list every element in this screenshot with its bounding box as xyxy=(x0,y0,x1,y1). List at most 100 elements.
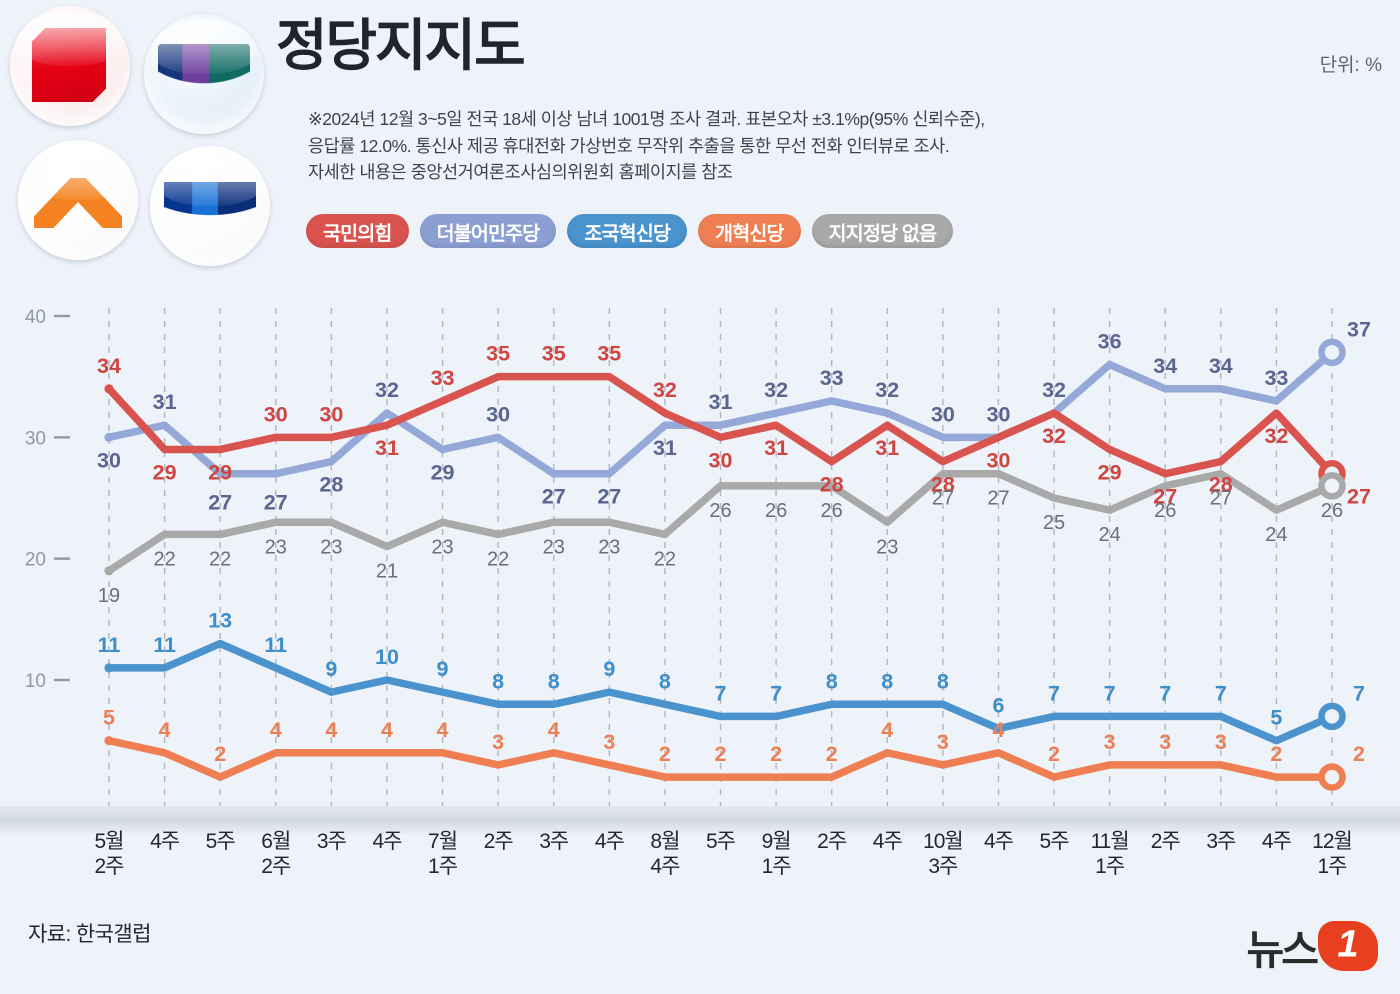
x-axis-tick-top: 5주 xyxy=(706,830,736,853)
chart-legend: 국민의힘 더불어민주당 조국혁신당 개혁신당 지지정당 없음 xyxy=(306,214,954,248)
x-axis-tick-bottom: 4주 xyxy=(650,854,680,878)
page-title: 정당지지도 xyxy=(276,14,526,77)
data-label: 7 xyxy=(770,681,782,705)
legend-chip-1[interactable]: 더불어민주당 xyxy=(419,214,557,248)
data-label: 26 xyxy=(1321,500,1343,522)
data-label: 32 xyxy=(653,378,677,402)
x-axis-tick-top: 4주 xyxy=(983,830,1014,853)
data-label: 23 xyxy=(320,536,342,558)
data-label: 3 xyxy=(603,730,615,754)
data-label: 27 xyxy=(1347,485,1371,509)
party-logos xyxy=(8,6,270,268)
data-label: 34 xyxy=(1153,354,1177,378)
data-label: 4 xyxy=(548,718,560,742)
x-axis-tick-top: 4주 xyxy=(150,830,180,853)
x-axis-labels: 5월 2주 4주 5주 6월 2주 3주 4주 7월 1주 2주 3주 4주 8월 4주 5주 … xyxy=(0,830,1400,910)
data-label: 8 xyxy=(937,669,949,693)
x-axis-tick-bottom: 1주 xyxy=(428,854,458,878)
x-axis-tick-top: 4주 xyxy=(372,830,402,853)
data-label: 30 xyxy=(97,448,121,472)
data-label: 7 xyxy=(1159,681,1171,705)
x-axis-tick-11: 5주 xyxy=(686,830,756,880)
data-label: 27 xyxy=(1210,488,1232,510)
x-axis-tick-9: 4주 xyxy=(574,830,644,880)
data-label: 8 xyxy=(548,669,560,693)
legend-chip-label: 국민의힘 xyxy=(323,222,392,245)
data-label: 19 xyxy=(98,585,120,607)
data-label: 25 xyxy=(1043,512,1065,534)
data-label: 3 xyxy=(1159,730,1171,754)
survey-note: ※2024년 12월 3~5일 전국 18세 이상 남녀 1001명 조사 결과… xyxy=(308,106,1298,186)
legend-chip-0[interactable]: 국민의힘 xyxy=(306,214,409,248)
data-label: 4 xyxy=(381,718,393,742)
x-axis-tick-7: 2주 xyxy=(463,830,533,880)
x-axis-tick-top: 6월 xyxy=(261,830,291,853)
data-label: 27 xyxy=(264,491,288,515)
data-label: 8 xyxy=(826,669,838,693)
data-label: 4 xyxy=(881,718,893,742)
x-axis-tick-top: 12월 xyxy=(1312,830,1353,853)
data-label: 34 xyxy=(1209,354,1233,378)
x-axis-tick-top: 5월 xyxy=(94,830,125,853)
data-label: 28 xyxy=(931,473,955,497)
data-label: 28 xyxy=(820,473,844,497)
data-label: 22 xyxy=(209,548,231,570)
data-label: 27 xyxy=(987,488,1009,510)
source-label: 자료: 한국갤럽 xyxy=(28,923,151,946)
data-label: 7 xyxy=(1215,681,1227,705)
data-label: 23 xyxy=(265,536,287,558)
series-start-dot-1 xyxy=(104,432,114,442)
data-label: 4 xyxy=(270,718,282,742)
data-label: 5 xyxy=(103,706,115,730)
series-end-marker-4 xyxy=(1318,472,1346,500)
data-label: 29 xyxy=(208,460,232,484)
y-axis-tick: 30 xyxy=(25,428,46,449)
data-label: 2 xyxy=(1353,742,1365,766)
data-label: 33 xyxy=(820,366,844,390)
data-label: 32 xyxy=(1042,378,1066,402)
data-label: 4 xyxy=(437,718,449,742)
data-label: 2 xyxy=(659,742,671,766)
series-start-dot-3 xyxy=(104,736,114,746)
data-label: 23 xyxy=(543,536,565,558)
x-axis-tick-17: 5주 xyxy=(1019,830,1089,880)
data-label: 33 xyxy=(431,366,455,390)
data-label: 4 xyxy=(992,718,1004,742)
data-label: 27 xyxy=(597,485,621,509)
x-axis-tick-top: 2주 xyxy=(1150,830,1181,853)
survey-note-line-1: ※2024년 12월 3~5일 전국 18세 이상 남녀 1001명 조사 결과… xyxy=(308,109,985,129)
data-label: 6 xyxy=(992,694,1004,718)
data-label: 8 xyxy=(492,669,504,693)
data-label: 35 xyxy=(486,342,510,366)
data-label: 30 xyxy=(709,448,733,472)
data-label: 31 xyxy=(153,390,177,414)
data-label: 26 xyxy=(765,500,787,522)
data-label: 7 xyxy=(1353,681,1365,705)
x-axis-tick-1: 4주 xyxy=(130,830,200,880)
legend-chip-2[interactable]: 조국혁신당 xyxy=(567,214,688,248)
data-label: 11 xyxy=(264,633,287,657)
x-axis-tick-bottom: 2주 xyxy=(94,854,125,878)
data-label: 3 xyxy=(1104,730,1116,754)
data-label: 31 xyxy=(653,436,677,460)
x-axis-tick-top: 8월 xyxy=(650,830,680,853)
data-label: 8 xyxy=(659,669,671,693)
data-label: 26 xyxy=(1154,500,1176,522)
data-label: 37 xyxy=(1347,317,1371,341)
survey-note-line-3: 자세한 내용은 중앙선거여론조사심의위원회 홈페이지를 참조 xyxy=(308,162,733,183)
x-axis-tick-bottom: 1주 xyxy=(1095,854,1125,878)
data-label: 34 xyxy=(97,354,121,378)
x-axis-tick-bottom: 3주 xyxy=(928,854,958,878)
legend-chip-3[interactable]: 개혁신당 xyxy=(698,214,801,248)
legend-chip-4[interactable]: 지지정당 없음 xyxy=(811,214,954,248)
data-label: 33 xyxy=(1264,366,1288,390)
x-axis-tick-22: 12월 1주 xyxy=(1297,830,1367,880)
x-axis-tick-3: 6월 2주 xyxy=(241,830,311,880)
data-label: 30 xyxy=(486,402,510,426)
x-axis-tick-15: 10월 3주 xyxy=(908,830,978,880)
data-label: 30 xyxy=(986,448,1010,472)
x-axis-tick-top: 3주 xyxy=(1206,830,1236,853)
x-axis-tick-top: 2주 xyxy=(817,830,847,853)
data-label: 2 xyxy=(214,742,226,766)
data-label: 27 xyxy=(208,491,232,515)
